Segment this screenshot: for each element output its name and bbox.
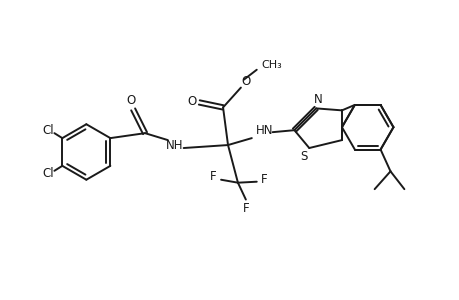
Text: Cl: Cl <box>43 167 54 180</box>
Text: S: S <box>300 150 308 164</box>
Text: CH₃: CH₃ <box>261 60 282 70</box>
Text: NH: NH <box>166 139 183 152</box>
Text: HN: HN <box>255 124 273 137</box>
Text: F: F <box>242 202 249 215</box>
Text: O: O <box>241 75 250 88</box>
Text: F: F <box>209 170 216 183</box>
Text: N: N <box>313 93 322 106</box>
Text: O: O <box>187 95 196 108</box>
Text: Cl: Cl <box>43 124 54 137</box>
Text: F: F <box>261 173 268 186</box>
Text: O: O <box>126 94 135 107</box>
